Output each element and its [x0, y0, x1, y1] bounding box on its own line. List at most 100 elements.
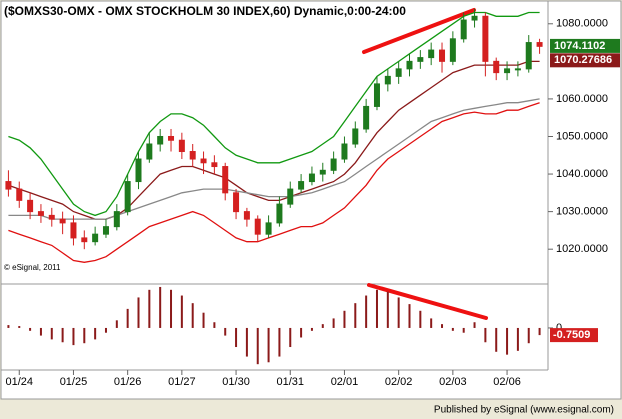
- x-tick-label: 01/24: [5, 376, 33, 388]
- band-line: [8, 11, 540, 217]
- osc-bar: [419, 310, 422, 328]
- candle-body: [439, 49, 446, 62]
- osc-bar: [538, 327, 541, 336]
- osc-bar: [408, 304, 411, 328]
- osc-bar: [191, 303, 194, 328]
- osc-bar: [148, 289, 151, 328]
- osc-bar: [137, 297, 140, 328]
- trend-drawing: [362, 8, 476, 54]
- y-tick-label: 0: [556, 322, 562, 334]
- osc-bar: [462, 327, 465, 333]
- candle-body: [92, 233, 99, 243]
- osc-bar: [29, 327, 32, 331]
- candle-body: [254, 218, 261, 235]
- osc-bar: [61, 327, 64, 343]
- osc-bar: [506, 327, 509, 355]
- footer: Published by eSignal (www.esignal.com): [434, 405, 614, 416]
- osc-bar: [310, 327, 313, 331]
- candle-body: [276, 203, 283, 224]
- candle-body: [200, 158, 207, 164]
- osc-bar: [50, 327, 53, 340]
- osc-bar: [202, 312, 205, 328]
- x-tick-label: 02/01: [331, 376, 359, 388]
- candle-body: [471, 15, 478, 21]
- candle-body: [16, 188, 23, 201]
- candle-body: [59, 218, 66, 224]
- osc-bar: [386, 291, 389, 328]
- candle-body: [482, 15, 489, 62]
- candle-body: [189, 151, 196, 160]
- candle-body: [493, 60, 500, 74]
- candle-body: [243, 211, 250, 220]
- osc-bar: [180, 295, 183, 328]
- osc-bar: [289, 327, 292, 348]
- candle-body: [157, 135, 164, 145]
- candle-body: [70, 222, 77, 239]
- osc-bar: [484, 327, 487, 343]
- osc-bar: [72, 327, 75, 346]
- candle-body: [113, 211, 120, 228]
- candle-body: [536, 42, 543, 47]
- osc-bar: [430, 318, 433, 328]
- osc-bar: [354, 303, 357, 328]
- candle-body: [363, 105, 370, 130]
- candle-body: [211, 162, 218, 168]
- candle-body: [341, 143, 348, 160]
- osc-bar: [213, 322, 216, 328]
- candle-body: [514, 68, 521, 71]
- osc-bar: [278, 327, 281, 357]
- x-tick-label: 01/26: [114, 376, 142, 388]
- osc-bar: [365, 295, 368, 328]
- candle-body: [352, 128, 359, 145]
- y-tick-label: 1080.0000: [556, 18, 608, 30]
- osc-bar: [441, 324, 444, 328]
- candle-body: [135, 158, 142, 183]
- x-tick-label: 01/25: [60, 376, 88, 388]
- candle-body: [504, 68, 511, 74]
- price-marker: [550, 53, 620, 68]
- osc-bar: [245, 327, 248, 357]
- osc-bar: [235, 327, 238, 348]
- osc-bar: [300, 327, 303, 338]
- osc-bar: [267, 327, 270, 363]
- osc-bar: [39, 327, 42, 336]
- x-tick-label: 02/03: [439, 376, 467, 388]
- y-tick-label: 1030.0000: [556, 206, 608, 218]
- osc-bar: [375, 289, 378, 328]
- osc-bar: [343, 310, 346, 328]
- y-tick-label: 1050.0000: [556, 130, 608, 142]
- osc-bar: [224, 327, 227, 336]
- candle-body: [265, 222, 272, 235]
- osc-bar: [332, 318, 335, 328]
- candle-body: [222, 166, 229, 194]
- y-tick-label: 1060.0000: [556, 93, 608, 105]
- osc-bar: [473, 322, 476, 328]
- osc-bar: [451, 327, 454, 331]
- candle-body: [308, 173, 315, 183]
- candle-body: [178, 139, 185, 153]
- y-tick-label: 1040.0000: [556, 168, 608, 180]
- candle-body: [233, 192, 240, 213]
- osc-bar: [516, 327, 519, 351]
- candle-body: [146, 143, 153, 160]
- osc-marker: [550, 328, 598, 343]
- band-line: [8, 102, 540, 263]
- candle-body: [48, 214, 55, 220]
- osc-bar: [170, 289, 173, 328]
- osc-bar: [83, 327, 86, 344]
- osc-bar: [115, 320, 118, 328]
- candle-body: [27, 199, 34, 213]
- osc-bar: [7, 325, 10, 328]
- candle-body: [449, 38, 456, 62]
- trend-drawing: [367, 283, 488, 320]
- candle-body: [37, 211, 44, 216]
- osc-bar: [321, 324, 324, 328]
- candle-body: [384, 75, 391, 85]
- osc-bar: [18, 326, 21, 328]
- candle-body: [287, 188, 294, 205]
- candle-body: [417, 57, 424, 62]
- candle-body: [525, 42, 532, 70]
- candle-body: [460, 19, 467, 40]
- candle-body: [124, 181, 131, 213]
